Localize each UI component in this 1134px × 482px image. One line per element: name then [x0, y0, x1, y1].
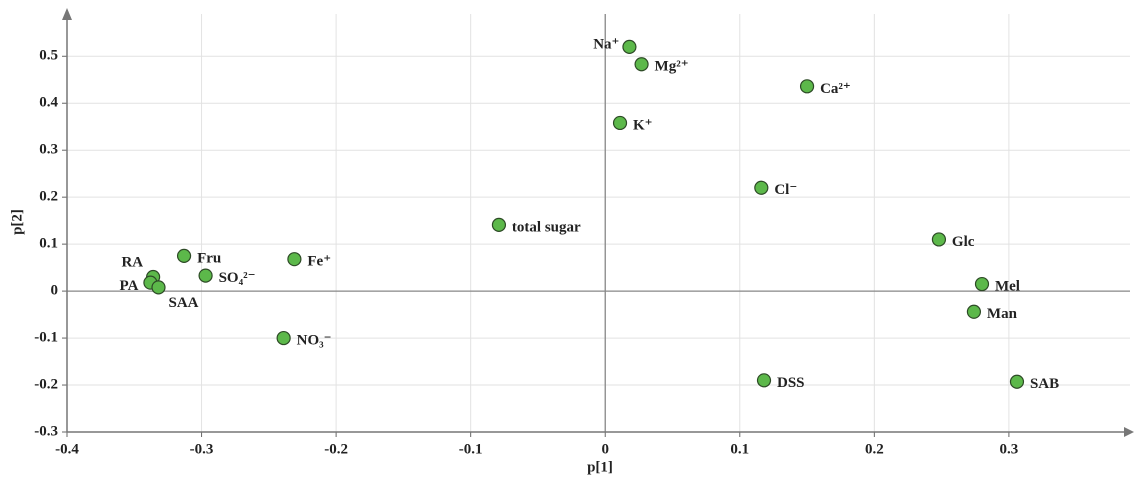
- y-tick-label: 0.2: [39, 189, 58, 205]
- point-label: SAA: [168, 295, 198, 311]
- y-tick-label: 0.3: [39, 142, 58, 158]
- point-label: DSS: [777, 375, 805, 391]
- x-tick-label: 0: [601, 441, 609, 457]
- x-axis-label: p[1]: [587, 459, 613, 475]
- x-tick-label: -0.3: [190, 441, 214, 457]
- point: [198, 268, 213, 283]
- point: [634, 57, 649, 72]
- y-tick-label: -0.2: [34, 376, 58, 392]
- point-label: Fru: [197, 250, 221, 266]
- point: [966, 304, 982, 319]
- point: [756, 373, 772, 388]
- x-tick-label: 0.2: [865, 441, 884, 457]
- point-label: Glc: [952, 234, 975, 250]
- point-label: Cl⁻: [774, 182, 797, 198]
- x-tick-label: 0.1: [730, 441, 749, 457]
- y-tick-label: 0.5: [39, 48, 58, 64]
- y-tick-label: 0.4: [39, 95, 58, 111]
- axis-arrow: [62, 8, 72, 20]
- point-label: total sugar: [512, 219, 581, 235]
- point: [287, 252, 302, 267]
- point: [1009, 374, 1025, 389]
- point-label: RA: [121, 254, 143, 270]
- point-label: Fe⁺: [307, 254, 331, 270]
- axis-arrow: [1124, 427, 1134, 437]
- point: [491, 217, 507, 232]
- point-label: Na⁺: [593, 36, 619, 52]
- point-label: SO₄²⁻: [219, 270, 256, 286]
- point: [622, 39, 637, 54]
- point: [974, 276, 990, 292]
- point-label: Mel: [995, 278, 1020, 294]
- point-label: K⁺: [633, 117, 653, 133]
- y-tick-label: 0: [51, 283, 59, 299]
- point: [799, 79, 815, 94]
- y-tick-label: 0.1: [39, 236, 58, 252]
- y-tick-label: -0.3: [34, 423, 58, 439]
- x-tick-label: 0.3: [1000, 441, 1019, 457]
- point: [276, 330, 291, 346]
- point: [754, 180, 769, 195]
- x-tick-label: -0.2: [324, 441, 348, 457]
- point-label: PA: [120, 278, 139, 294]
- point: [151, 280, 166, 295]
- point: [176, 248, 192, 263]
- point-label: Mg²⁺: [655, 59, 689, 75]
- point: [612, 115, 628, 131]
- point-label: Ca²⁺: [820, 81, 851, 97]
- y-tick-label: -0.1: [34, 330, 58, 346]
- x-tick-label: -0.4: [55, 441, 79, 457]
- point-label: SAB: [1030, 376, 1059, 392]
- point-label: NO₃⁻: [297, 333, 332, 349]
- point-label: Man: [987, 306, 1018, 322]
- x-tick-label: -0.1: [459, 441, 483, 457]
- point: [931, 232, 947, 247]
- y-axis-label: p[2]: [9, 209, 25, 235]
